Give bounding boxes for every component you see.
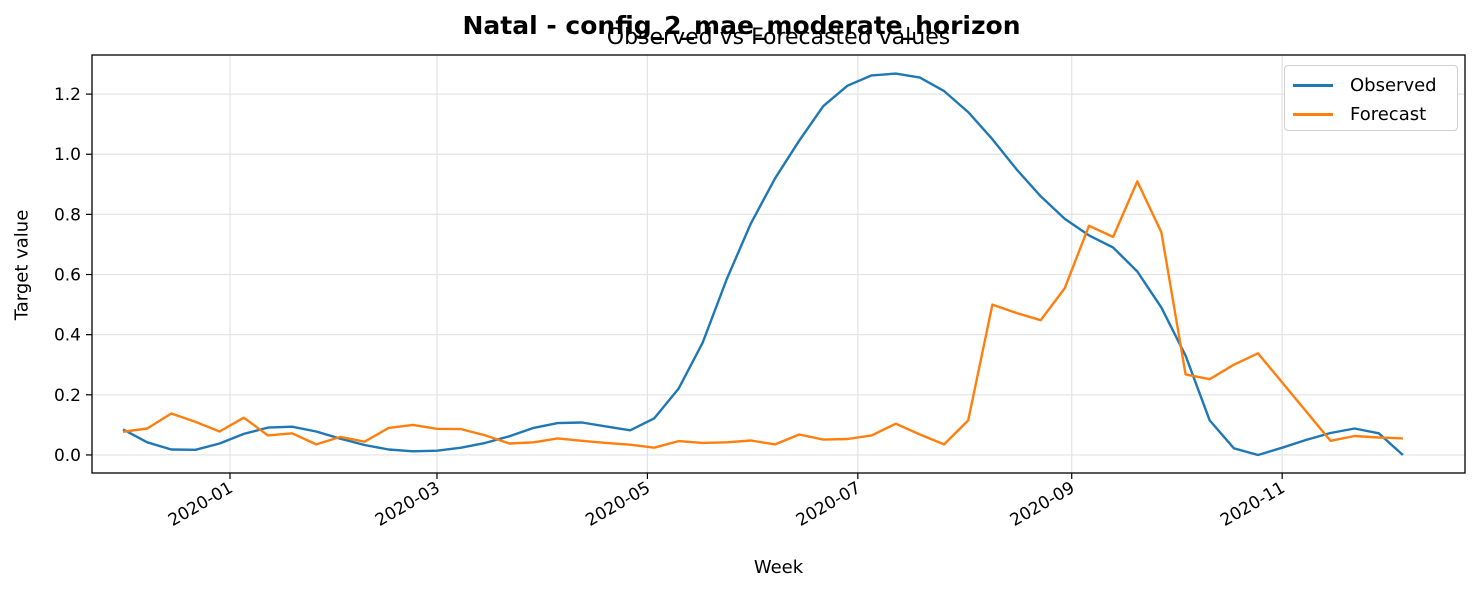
x-axis-label: Week: [753, 557, 804, 578]
chart-subtitle: Observed vs Forecasted values: [606, 25, 951, 50]
y-axis: 0.0 0.2 0.4 0.6 0.8 1.0 1.2: [54, 85, 92, 466]
x-tick-label: 2020-07: [793, 478, 865, 531]
legend-swatch-forecast: [1293, 112, 1333, 116]
grid-lines: [92, 55, 1465, 473]
y-tick-label: 0.6: [54, 266, 81, 286]
x-tick-label: 2020-01: [165, 478, 237, 531]
legend-item-observed: Observed: [1293, 74, 1437, 96]
legend-label-observed: Observed: [1350, 74, 1437, 96]
y-tick-label: 0.8: [54, 205, 81, 225]
legend-item-forecast: Forecast: [1293, 103, 1426, 125]
y-axis-label: Target value: [11, 209, 33, 321]
x-tick-label: 2020-03: [372, 478, 444, 531]
plot-frame: [91, 54, 1466, 474]
x-tick-label: 2020-05: [582, 478, 654, 531]
y-tick-label: 0.4: [54, 326, 81, 346]
legend-label-forecast: Forecast: [1350, 103, 1427, 125]
y-tick-label: 0.0: [54, 446, 81, 466]
y-tick-label: 1.0: [54, 145, 81, 165]
x-axis: 2020-01 2020-03 2020-05 2020-07 2020-09 2020-…: [165, 473, 1289, 531]
chart-title: Natal - config_2_mae_moderate_horizon: [462, 11, 1021, 40]
x-tick-label: 2020-09: [1007, 478, 1079, 531]
legend-swatch-observed: [1293, 83, 1333, 87]
x-tick-label: 2020-11: [1217, 478, 1289, 531]
y-tick-label: 1.2: [54, 85, 81, 105]
y-tick-label: 0.2: [54, 386, 81, 406]
legend: Observed Forecast: [1284, 65, 1458, 131]
series-line-observed: [122, 72, 1404, 457]
series-lines: [122, 72, 1404, 457]
series-line-forecast: [122, 180, 1403, 449]
